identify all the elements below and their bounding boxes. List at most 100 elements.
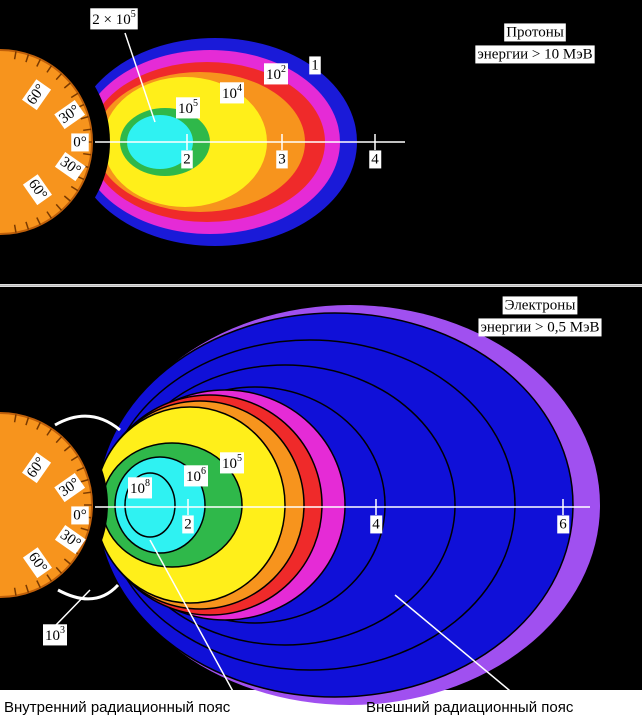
label-text: энергии > 0,5 МэВ [480,319,599,335]
label-box [276,150,288,169]
earth-tick [83,491,92,495]
label: 106 [184,465,208,487]
label: 104 [220,82,244,104]
earth-tick [13,224,17,233]
label-text: энергии > 10 МэВ [477,46,592,62]
label-text: 2 [184,516,192,532]
label-exp: 5 [237,453,242,464]
label-text: 103 [45,625,65,644]
earth-tick [25,54,30,63]
label-text: 106 [186,466,206,485]
label-text: 105 [178,98,198,117]
earth-tick [63,82,71,89]
pointer [149,539,236,696]
label-exp: 6 [201,466,206,477]
field-line [54,414,121,601]
earth-tick [25,584,30,593]
earth-tick [13,587,17,596]
label-box [90,8,138,30]
label: 103 [43,624,67,646]
label: энергии > 10 МэВ [475,45,595,64]
label-box [504,23,566,42]
label-exp: 8 [145,478,150,489]
pointer [394,594,516,696]
label-box [54,472,86,503]
label-text: Протоны [506,24,564,40]
label: 2 × 105 [90,8,138,30]
earth-tick [36,58,42,67]
label: 102 [264,63,288,85]
earth-tick [36,421,42,430]
pointer [124,32,156,123]
label: 0° [71,133,89,152]
label-box [71,133,89,152]
label-box [43,624,67,646]
label-box [54,99,86,130]
earth-tick [46,574,53,582]
label: 1 [309,56,321,75]
label: 6 [557,515,570,534]
label-text: 2 [183,151,191,167]
label-base: 10 [222,456,237,472]
label: 2 [182,515,194,534]
label-text: Электроны [505,297,576,313]
label-base: 10 [178,101,193,117]
label-box [475,45,595,64]
label-text: 0° [73,134,87,150]
label-box [478,318,602,337]
earth-tick [76,466,85,472]
label-box [220,82,244,104]
label-exp: 5 [193,98,198,109]
label-text: 105 [222,453,242,472]
label-box [220,452,244,474]
label-base: 10 [222,86,237,102]
label-box [22,174,53,206]
earth-tick [63,445,71,452]
earth-tick [25,221,30,230]
earth-tick [63,195,71,202]
label-exp: 5 [131,9,136,20]
label: 105 [176,97,200,119]
label-box [309,56,321,75]
earth-tick [46,65,53,73]
label-text: 2 × 105 [92,9,135,28]
label-box [176,97,200,119]
pointer [54,589,91,627]
label-box [181,150,193,169]
label: 2 [181,150,193,169]
earth-tick [55,73,63,81]
label: 105 [220,452,244,474]
label-box [22,547,53,579]
earth-tick [13,51,17,60]
earth-tick [55,436,63,444]
label-box [184,465,208,487]
label-base: 2 × 10 [92,12,130,28]
earth-tick [70,455,79,462]
earth-tick [63,558,71,565]
earth-tick [55,566,63,574]
label-box [54,524,86,555]
label-base: 10 [266,67,281,83]
earth-tick [36,217,42,226]
label-box [21,452,52,484]
earth-tick [83,152,92,156]
label-box [369,150,382,169]
label-text: 1 [311,57,319,73]
label: 4 [369,150,382,169]
label: 108 [128,477,152,499]
earth-tick [80,527,89,532]
earth-tick [80,115,89,120]
earth-tick [36,580,42,589]
label: Электроны [502,296,578,315]
earth-tick [46,211,53,219]
label-base: 10 [45,628,60,644]
label-box [502,296,578,315]
label-text: 4 [371,151,379,167]
caption: Внутренний радиационный пояс [4,699,231,716]
label-text: 102 [266,64,286,83]
label-text: 108 [130,478,150,497]
label: Протоны [504,23,566,42]
label: 0° [71,506,89,525]
label-base: 10 [130,481,145,497]
label-box [54,151,86,182]
